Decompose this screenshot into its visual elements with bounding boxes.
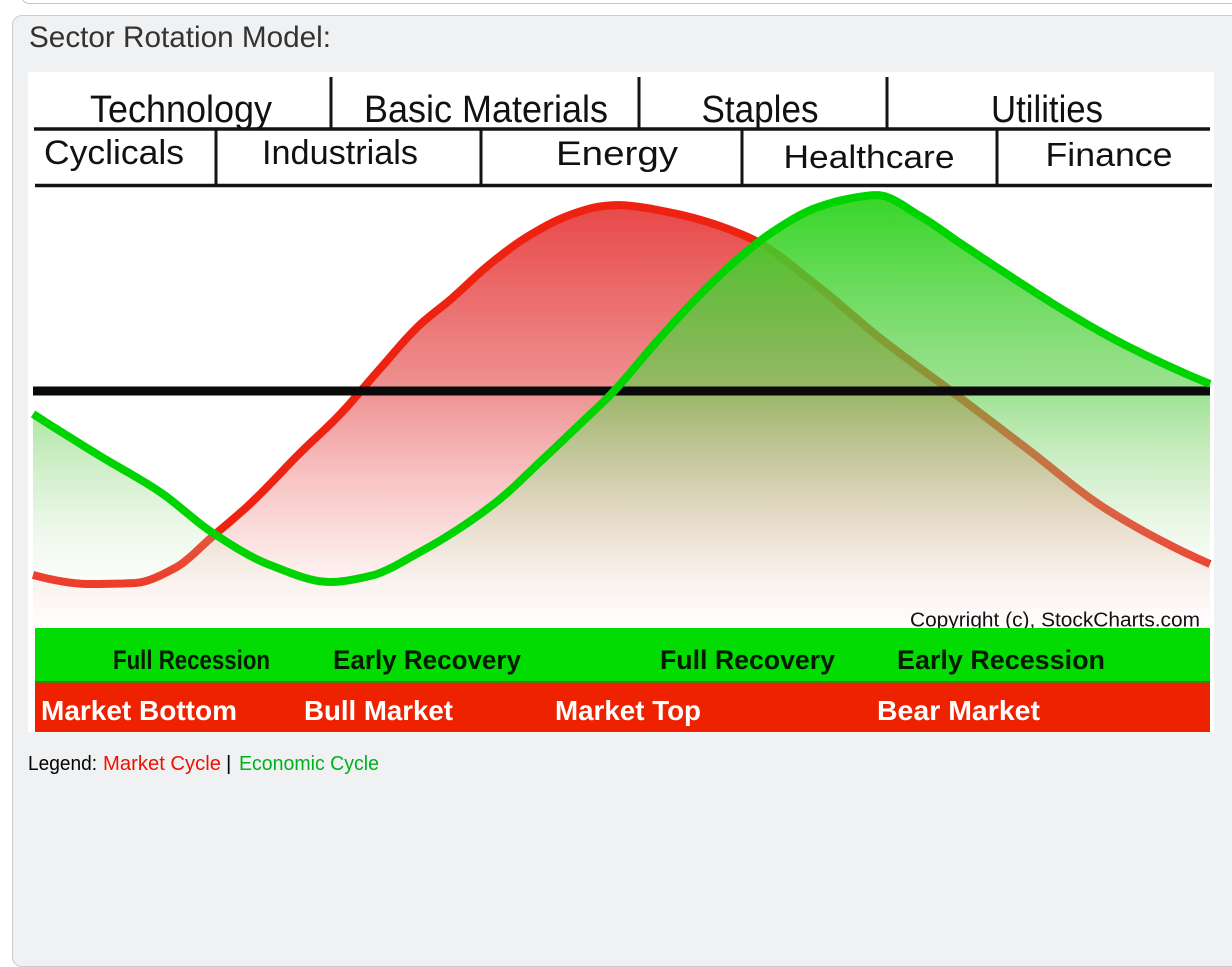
svg-text:Cyclicals: Cyclicals [44,134,184,172]
svg-text:Finance: Finance [1046,136,1173,173]
svg-text:Copyright (c), StockCharts.com: Copyright (c), StockCharts.com [910,610,1200,632]
svg-text:Economic Cycle: Economic Cycle [239,752,379,775]
svg-text:Healthcare: Healthcare [784,139,955,175]
svg-text:Market Bottom: Market Bottom [41,695,237,726]
svg-text:Market Top: Market Top [555,695,701,726]
svg-text:Basic Materials: Basic Materials [364,89,608,131]
svg-text:Technology: Technology [90,89,272,131]
svg-text:Staples: Staples [702,89,819,131]
svg-text:Market Cycle: Market Cycle [103,752,221,775]
svg-text:Full Recovery: Full Recovery [660,645,835,675]
svg-text:Utilities: Utilities [991,89,1103,131]
svg-text:Legend:: Legend: [28,752,97,775]
svg-text:Sector Rotation Model:: Sector Rotation Model: [29,21,331,54]
svg-text:Early Recovery: Early Recovery [333,645,521,675]
svg-text:Early Recession: Early Recession [897,645,1105,675]
svg-text:Energy: Energy [556,135,678,173]
svg-text:Full Recession: Full Recession [113,645,270,675]
svg-text:Industrials: Industrials [262,134,418,172]
svg-text:|: | [226,752,231,775]
svg-text:Bear Market: Bear Market [877,695,1040,726]
svg-text:Bull Market: Bull Market [304,695,453,726]
